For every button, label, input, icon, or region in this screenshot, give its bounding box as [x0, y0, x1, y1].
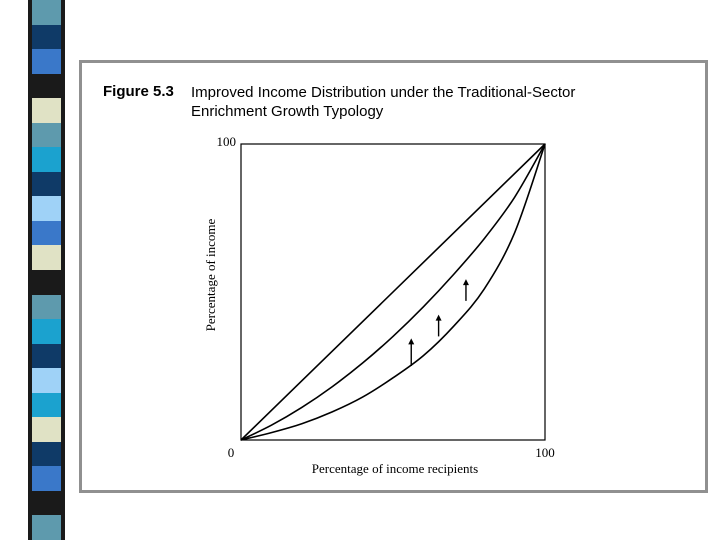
figure-title: Improved Income Distribution under the T…	[191, 84, 576, 120]
strip-segment	[28, 98, 65, 124]
x-axis-label: Percentage of income recipients	[312, 461, 478, 476]
arrow-head	[462, 279, 469, 286]
arrow-head	[435, 314, 442, 321]
strip-segment	[28, 122, 65, 148]
strip-segment	[28, 73, 65, 99]
strip-segment	[28, 392, 65, 418]
strip-segment	[28, 294, 65, 320]
strip-segment	[28, 270, 65, 296]
y-axis-label: Percentage of income	[203, 218, 218, 331]
lorenz-curve-1	[240, 143, 546, 441]
strip-segment	[28, 49, 65, 75]
series-layer	[240, 143, 546, 441]
strip-segment	[28, 466, 65, 492]
tick-layer: 0 100 100	[217, 134, 555, 460]
strip-segment	[28, 441, 65, 467]
plot-frame	[240, 143, 546, 441]
strip-segment	[28, 171, 65, 197]
strip-segment	[28, 0, 65, 26]
y-tick-label: 100	[217, 134, 237, 149]
decorative-strip	[28, 0, 65, 540]
strip-segment	[28, 490, 65, 516]
arrow-head	[408, 338, 415, 345]
strip-segment	[28, 220, 65, 246]
strip-segment	[28, 515, 65, 540]
strip-segment	[28, 147, 65, 173]
strip-segment	[28, 368, 65, 394]
equality-line	[240, 143, 546, 441]
x-tick-label: 100	[535, 445, 555, 460]
strip-segment	[28, 417, 65, 443]
strip-segment	[28, 343, 65, 369]
strip-segment	[28, 24, 65, 50]
strip-segment	[28, 245, 65, 271]
strip-segment	[28, 196, 65, 222]
figure-number: Figure 5.3	[103, 83, 174, 100]
strip-segment	[28, 319, 65, 345]
arrow-layer	[408, 279, 469, 366]
x-tick-label: 0	[228, 445, 235, 460]
figure-panel: 0 100 100 Percentage of income recipients …	[79, 60, 708, 493]
lorenz-curve-2	[240, 143, 546, 441]
